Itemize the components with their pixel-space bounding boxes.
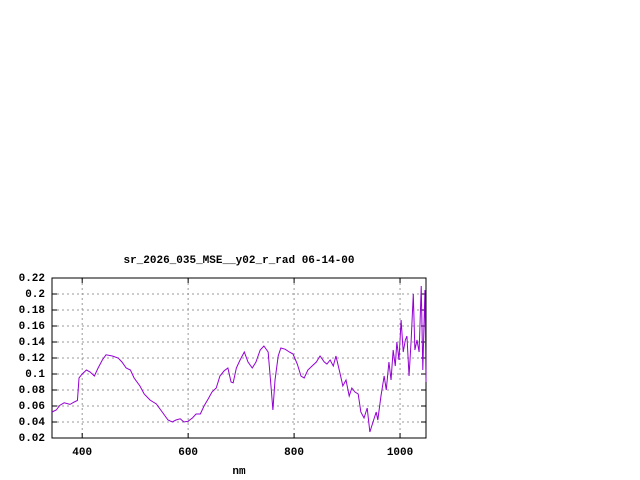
y-tick-label: 0.04 [19,417,46,429]
y-tick-label: 0.06 [19,401,45,413]
x-tick-label: 400 [72,447,92,459]
y-tick-label: 0.2 [25,289,45,301]
x-tick-label: 600 [178,447,198,459]
y-tick-label: 0.18 [19,305,46,317]
y-tick-label: 0.22 [19,273,45,285]
data-line [51,285,427,433]
y-tick-label: 0.1 [25,369,45,381]
x-axis-label: nm [232,466,246,478]
y-tick-label: 0.08 [19,385,46,397]
y-tick-label: 0.12 [19,353,45,365]
x-tick-label: 1000 [387,447,413,459]
x-tick-label: 800 [284,447,304,459]
y-tick-label: 0.14 [19,337,46,349]
y-tick-label: 0.16 [19,321,45,333]
y-tick-label: 0.02 [19,433,45,445]
chart-title: sr_2026_035_MSE__y02_r_rad 06-14-00 [123,255,354,267]
